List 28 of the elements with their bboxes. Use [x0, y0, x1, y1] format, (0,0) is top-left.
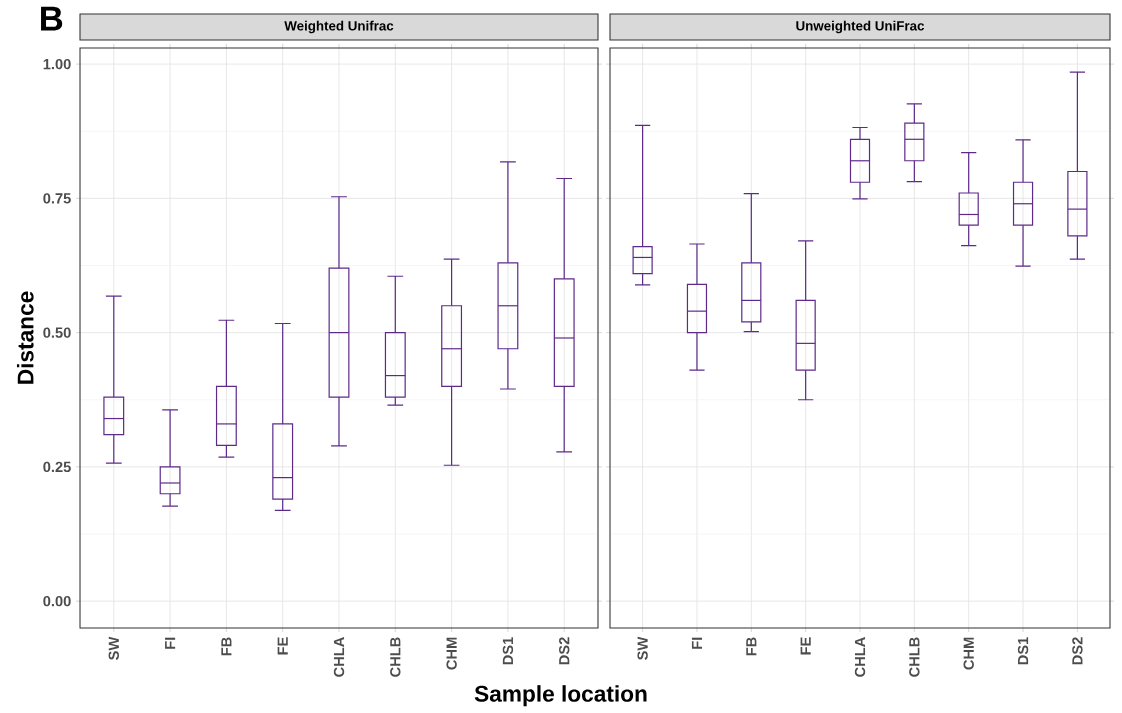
x-tick-label: SW	[108, 636, 119, 660]
x-tick-label: CHLB	[909, 637, 920, 677]
x-tick-label: DS2	[1072, 637, 1083, 665]
y-axis-title: Distance	[16, 291, 34, 384]
x-tick-label: CHM	[446, 637, 457, 670]
x-tick-label: CHLB	[390, 637, 401, 677]
x-tick-label: DS1	[1017, 637, 1029, 665]
x-tick-label: SW	[637, 636, 648, 660]
x-tick-label: FE	[277, 637, 288, 655]
x-tick-label: FE	[800, 637, 811, 655]
x-tick-label: CHLA	[333, 637, 345, 677]
chart-title: Unweighted UniFrac	[796, 20, 925, 34]
x-tick-label: FB	[221, 637, 232, 656]
x-tick-label: FB	[746, 637, 757, 656]
x-tick-label: FI	[165, 637, 176, 649]
x-tick-label: CHLA	[854, 637, 866, 677]
x-tick-label: DS2	[559, 637, 570, 665]
x-tick-label: DS1	[502, 637, 514, 665]
text: B	[41, 6, 63, 31]
y-tick-label: 0.75	[43, 193, 71, 204]
chart-title: Weighted Unifrac	[284, 20, 394, 34]
x-tick-label: FI	[691, 637, 703, 649]
x-tick-label: CHM	[963, 637, 974, 670]
y-tick-label: 0.50	[43, 327, 71, 338]
x-axis-title: Sample location	[474, 685, 647, 707]
y-tick-label: 1.00	[43, 58, 71, 70]
y-tick-label: 0.25	[43, 461, 71, 473]
y-tick-label: 0.00	[43, 595, 71, 607]
